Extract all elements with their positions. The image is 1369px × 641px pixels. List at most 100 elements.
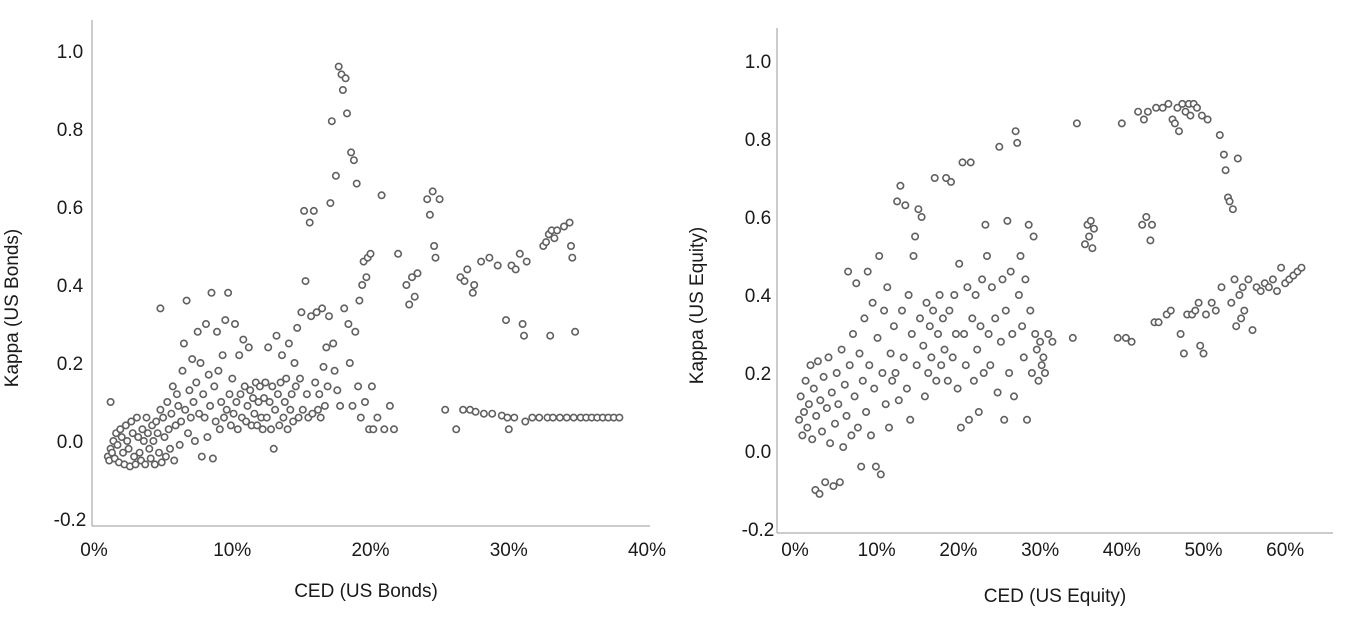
- data-point-equity: [801, 376, 810, 385]
- data-point-equity: [799, 407, 808, 416]
- data-point-equity: [986, 361, 995, 370]
- data-point-bonds: [546, 331, 555, 340]
- data-point-bonds: [197, 452, 206, 461]
- data-point-equity: [862, 407, 871, 416]
- data-point-bonds: [171, 421, 180, 430]
- data-point-bonds: [282, 374, 291, 383]
- data-point-equity: [860, 314, 869, 323]
- data-point-bonds: [286, 405, 295, 414]
- data-point-equity: [935, 290, 944, 299]
- x-tick-label: 30%: [1021, 540, 1059, 561]
- data-point-equity: [835, 478, 844, 487]
- data-point-bonds: [298, 405, 307, 414]
- data-point-equity: [830, 419, 839, 428]
- data-point-bonds: [519, 331, 528, 340]
- data-point-equity: [1029, 232, 1038, 241]
- data-point-equity: [1018, 322, 1027, 331]
- data-point-bonds: [510, 413, 519, 422]
- data-point-equity: [897, 306, 906, 315]
- data-point-bonds: [190, 436, 199, 445]
- data-point-bonds: [235, 351, 244, 360]
- data-point-equity: [1215, 131, 1224, 140]
- data-point-bonds: [253, 421, 262, 430]
- data-point-bonds: [206, 401, 215, 410]
- y-tick-label: -0.2: [742, 520, 775, 541]
- data-point-bonds: [367, 382, 376, 391]
- data-point-bonds: [146, 454, 155, 463]
- data-point-equity: [904, 290, 913, 299]
- data-point-equity: [1203, 115, 1212, 124]
- data-point-bonds: [255, 382, 264, 391]
- data-point-equity: [845, 361, 854, 370]
- x-axis-label: CED (US Equity): [984, 586, 1127, 607]
- data-point-equity: [1268, 275, 1277, 284]
- x-tick-label: 10%: [213, 540, 251, 561]
- data-point-equity: [853, 423, 862, 432]
- data-point-bonds: [311, 378, 320, 387]
- data-point-equity: [946, 177, 955, 186]
- data-point-bonds: [555, 413, 564, 422]
- data-point-equity: [870, 384, 879, 393]
- data-point-bonds: [226, 421, 235, 430]
- data-point-bonds: [214, 366, 223, 375]
- data-point-equity: [804, 400, 813, 409]
- data-point-bonds: [542, 238, 551, 247]
- data-point-bonds: [297, 308, 306, 317]
- data-point-bonds: [394, 249, 403, 258]
- data-point-equity: [883, 283, 892, 292]
- data-point-bonds: [571, 327, 580, 336]
- data-point-equity: [922, 298, 931, 307]
- data-point-equity: [945, 306, 954, 315]
- data-point-equity: [1178, 99, 1187, 108]
- data-point-bonds: [468, 288, 477, 297]
- data-point-bonds: [177, 417, 186, 426]
- data-point-bonds: [366, 249, 375, 258]
- data-point-bonds: [153, 429, 162, 438]
- data-point-equity: [1090, 224, 1099, 233]
- data-point-bonds: [318, 304, 327, 313]
- data-point-bonds: [504, 425, 513, 434]
- data-point-bonds: [181, 405, 190, 414]
- x-tick-label: 40%: [1103, 540, 1141, 561]
- data-point-equity: [857, 462, 866, 471]
- x-axis-label: CED (US Bonds): [294, 581, 438, 602]
- data-point-equity: [937, 361, 946, 370]
- data-point-equity: [1256, 287, 1265, 296]
- data-point-equity: [1207, 298, 1216, 307]
- data-point-equity: [1019, 353, 1028, 362]
- data-point-bonds: [145, 444, 154, 453]
- data-point-bonds: [240, 382, 249, 391]
- data-point-bonds: [309, 206, 318, 215]
- x-tick-label: 40%: [628, 540, 666, 561]
- data-point-equity: [884, 423, 893, 432]
- data-point-equity: [888, 376, 897, 385]
- data-point-equity: [969, 376, 978, 385]
- data-point-equity: [1240, 306, 1249, 315]
- data-point-equity: [1186, 111, 1195, 120]
- data-point-bonds: [548, 413, 557, 422]
- data-point-bonds: [300, 206, 309, 215]
- data-point-equity: [1227, 298, 1236, 307]
- data-point-bonds: [246, 386, 255, 395]
- data-point-equity: [816, 396, 825, 405]
- data-point-equity: [924, 368, 933, 377]
- data-point-bonds: [307, 312, 316, 321]
- data-point-bonds: [615, 413, 624, 422]
- data-point-equity: [978, 275, 987, 284]
- data-point-bonds: [203, 433, 212, 442]
- data-point-bonds: [275, 421, 284, 430]
- data-point-equity: [1173, 103, 1182, 112]
- data-point-equity: [881, 400, 890, 409]
- data-point-equity: [1026, 306, 1035, 315]
- data-point-bonds: [562, 413, 571, 422]
- data-point-equity: [886, 349, 895, 358]
- data-point-equity: [848, 329, 857, 338]
- data-point-bonds: [389, 425, 398, 434]
- data-point-bonds: [233, 425, 242, 434]
- data-point-equity: [912, 361, 921, 370]
- data-point-equity: [1181, 107, 1190, 116]
- data-point-bonds: [329, 339, 338, 348]
- y-tick-label: 0.8: [745, 130, 771, 151]
- data-point-bonds: [501, 316, 510, 325]
